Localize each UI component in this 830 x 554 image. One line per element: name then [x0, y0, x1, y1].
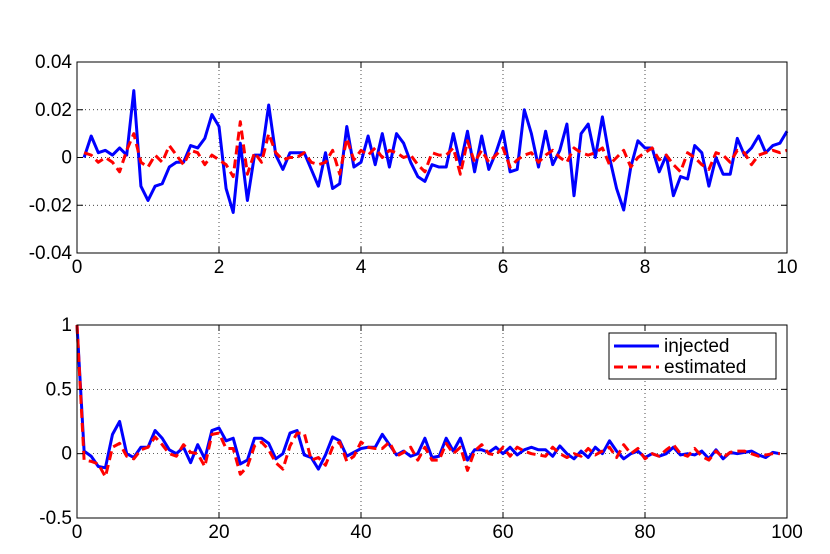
x-tick-label: 10 — [776, 257, 797, 278]
legend-box — [608, 332, 777, 380]
chart-panel-1: 0 2 4 6 8 10 -0.04 -0.02 0 0.02 0.04 — [29, 52, 798, 278]
y-tick-label: 1 — [61, 315, 72, 336]
legend-label-estimated: estimated — [664, 357, 746, 378]
y-tick-label: 0.04 — [35, 52, 72, 73]
series-line-series-1 — [82, 89, 789, 214]
plot-area — [77, 62, 787, 253]
x-tick-label: 0 — [72, 257, 83, 278]
x-tick-label: 2 — [214, 257, 225, 278]
x-tick-label: 0 — [72, 522, 83, 543]
y-tick-label: 0.5 — [46, 379, 72, 400]
y-tick-label: 0 — [61, 444, 72, 465]
x-tick-label: 20 — [208, 522, 229, 543]
y-tick-label: 0.02 — [35, 100, 72, 121]
series-line-estimated — [75, 324, 780, 479]
x-tick-label: 6 — [498, 257, 509, 278]
y-tick-label: 0 — [61, 148, 72, 169]
x-tick-label: 40 — [350, 522, 371, 543]
axes-box — [76, 324, 788, 519]
x-tick-label: 100 — [771, 522, 803, 543]
legend-label-injected: injected — [664, 336, 730, 357]
series-line-series-2 — [83, 120, 788, 179]
x-tick-label: 80 — [634, 522, 655, 543]
y-tick-label: -0.5 — [39, 508, 72, 529]
y-tick-label: -0.04 — [29, 243, 73, 264]
x-tick-label: 4 — [356, 257, 367, 278]
x-tick-label: 60 — [492, 522, 513, 543]
y-tick-label: -0.02 — [29, 195, 72, 216]
x-tick-label: 8 — [640, 257, 651, 278]
